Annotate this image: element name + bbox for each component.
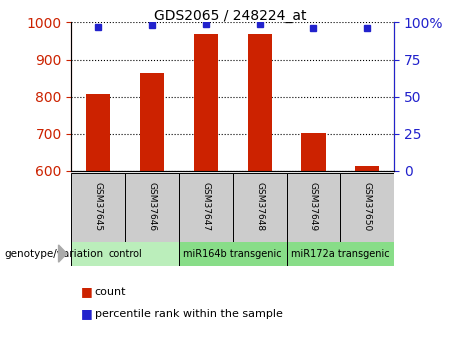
Text: GSM37645: GSM37645 bbox=[94, 183, 103, 231]
Text: ■: ■ bbox=[81, 285, 92, 298]
Bar bbox=[340, 172, 394, 242]
Text: GSM37648: GSM37648 bbox=[255, 183, 264, 231]
Text: miR172a transgenic: miR172a transgenic bbox=[291, 249, 390, 258]
Text: GSM37647: GSM37647 bbox=[201, 183, 210, 231]
Bar bbox=[194, 33, 218, 171]
Bar bbox=[179, 172, 233, 242]
Bar bbox=[86, 94, 111, 171]
Bar bbox=[71, 172, 125, 242]
Bar bbox=[287, 241, 394, 266]
Bar bbox=[179, 241, 287, 266]
Bar bbox=[71, 241, 179, 266]
Text: GDS2065 / 248224_at: GDS2065 / 248224_at bbox=[154, 9, 307, 23]
Bar bbox=[125, 172, 179, 242]
Text: ■: ■ bbox=[81, 307, 92, 321]
Text: GSM37646: GSM37646 bbox=[148, 183, 157, 231]
Bar bbox=[355, 166, 379, 171]
Text: genotype/variation: genotype/variation bbox=[5, 249, 104, 258]
Text: GSM37649: GSM37649 bbox=[309, 183, 318, 231]
Bar bbox=[233, 172, 287, 242]
Text: count: count bbox=[95, 287, 126, 296]
Text: GSM37650: GSM37650 bbox=[363, 183, 372, 231]
Bar bbox=[287, 172, 340, 242]
Text: miR164b transgenic: miR164b transgenic bbox=[183, 249, 282, 258]
Bar bbox=[301, 132, 325, 171]
Text: control: control bbox=[108, 249, 142, 258]
Text: percentile rank within the sample: percentile rank within the sample bbox=[95, 309, 283, 319]
Bar bbox=[248, 33, 272, 171]
Bar bbox=[140, 73, 164, 171]
